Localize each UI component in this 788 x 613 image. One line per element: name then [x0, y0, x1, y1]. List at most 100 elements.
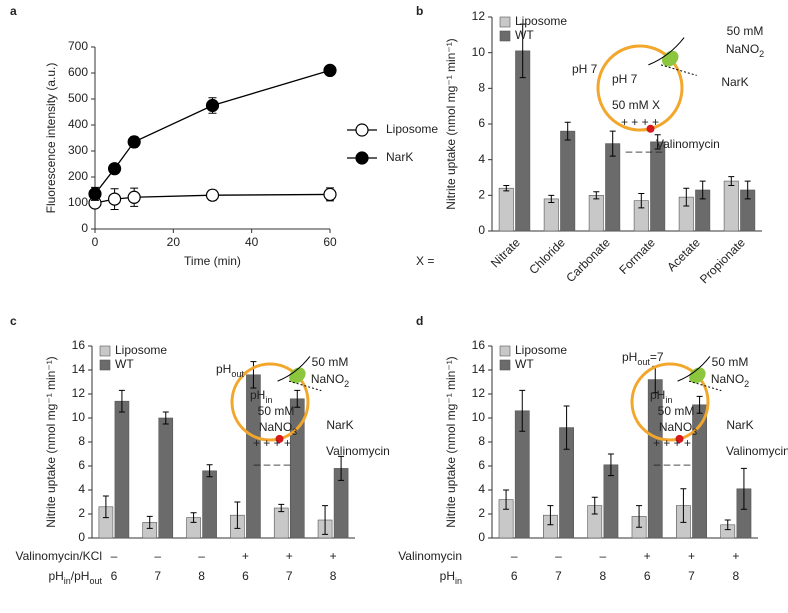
inset-label: pHin — [650, 388, 672, 405]
y-tick-label: 6 — [478, 458, 485, 472]
y-tick-label: 0 — [478, 223, 485, 237]
category-row-name-part: in — [455, 576, 462, 586]
error-bar — [724, 519, 731, 531]
category-row-label: 8 — [198, 569, 205, 583]
legend-label: NarK — [386, 150, 413, 164]
x-tick-label: Chloride — [526, 235, 568, 277]
marker — [127, 190, 141, 204]
y-tick-label: 10 — [72, 410, 86, 424]
error-bar — [519, 23, 526, 79]
legend-swatch — [499, 30, 511, 42]
inset-label-part: pH 7 — [612, 72, 638, 86]
y-tick-label: 700 — [68, 39, 88, 53]
inset-label-part: pH — [650, 388, 665, 402]
y-axis-label: Nitrite uptake (nmol mg⁻¹ min⁻¹) — [44, 356, 58, 527]
inset-label: Valinomycin — [326, 444, 390, 458]
bar — [498, 187, 514, 232]
inset-label: 50 mM — [712, 355, 749, 369]
category-row-label: – — [555, 549, 562, 563]
transport-arrow-out — [288, 380, 322, 392]
valinomycin-dot — [675, 434, 684, 443]
panel-label: a — [10, 4, 17, 18]
inset-label-part: 50 mM — [658, 404, 695, 418]
error-bar — [503, 185, 510, 192]
error-bar — [338, 455, 345, 481]
y-tick-label: 6 — [78, 458, 85, 472]
inset-label: – – – – — [626, 144, 663, 158]
legend-label: Liposome — [386, 122, 438, 136]
panel-label: d — [416, 314, 423, 328]
inset-label-part: pH — [622, 350, 637, 364]
error-bar — [206, 464, 213, 478]
category-row-name-part: pH — [440, 569, 455, 583]
nark-protein — [689, 367, 706, 384]
error-bar — [593, 191, 600, 200]
error-bar — [680, 488, 687, 523]
category-row-label: + — [330, 549, 337, 563]
error-bar — [699, 180, 706, 200]
inset-label-part: pH 7 — [572, 62, 598, 76]
inset-label: NarK — [726, 418, 753, 432]
y-tick-label: 16 — [472, 338, 486, 352]
category-row-name-part: Valinomycin/KCl — [16, 549, 102, 563]
legend-label: WT — [515, 28, 534, 42]
inset-label-part: – – – – — [626, 144, 663, 158]
y-axis-label: Nitrite uptake (nmol mg⁻¹ min⁻¹) — [444, 356, 458, 527]
category-row-name: pHin — [440, 569, 462, 586]
legend-label: WT — [515, 357, 534, 371]
inset-label-part: 50 mM — [258, 404, 295, 418]
bar — [605, 143, 621, 232]
inset-label: + + + + — [253, 436, 291, 450]
category-row-label: 6 — [111, 569, 118, 583]
bar — [273, 507, 289, 539]
error-bar — [250, 361, 257, 389]
y-tick-label: 400 — [68, 117, 88, 131]
inset-label-part: 2 — [744, 379, 749, 389]
inset-label: pHout — [216, 362, 244, 379]
inset-label-part: Valinomycin — [726, 444, 788, 458]
inset-label: NarK — [721, 75, 748, 89]
inset-label-part: out — [231, 369, 244, 379]
error-bar — [636, 505, 643, 528]
error-bar — [162, 411, 169, 425]
inset-label-part: pH — [216, 362, 231, 376]
error-bar — [519, 389, 526, 432]
legend-label: Liposome — [115, 343, 167, 357]
inset-label: 50 mM — [312, 355, 349, 369]
inset-label: 50 mM — [258, 404, 295, 418]
y-tick-label: 10 — [472, 410, 486, 424]
error-bar — [234, 501, 241, 529]
inset-label-part: NaNO — [311, 372, 344, 386]
legend-swatch — [499, 359, 511, 371]
inset-label-part: NaNO — [711, 372, 744, 386]
inset-label: Valinomycin — [726, 444, 788, 458]
inset-label: + + + + — [621, 115, 659, 129]
category-row-label: 7 — [555, 569, 562, 583]
inset-label: pHout=7 — [622, 350, 664, 367]
panel-label: b — [416, 4, 423, 18]
y-tick-label: 8 — [478, 81, 485, 95]
inset-label-part: + + + + — [253, 436, 291, 450]
category-row-name-part: pH — [48, 569, 63, 583]
error-bar — [683, 187, 690, 207]
inset-label-part: 50 mM — [727, 24, 764, 38]
marker — [323, 187, 337, 202]
error-bar — [503, 489, 510, 510]
error-bar — [278, 503, 285, 513]
y-tick-label: 6 — [478, 116, 485, 130]
error-bar — [563, 405, 570, 450]
category-row-label: + — [286, 549, 293, 563]
transport-arrow-out — [688, 380, 722, 392]
inset-label-part: NarK — [726, 418, 753, 432]
category-row-label: 8 — [732, 569, 739, 583]
inset-label: NarK — [326, 418, 353, 432]
inset-label: NaNO2 — [726, 42, 764, 59]
category-row-label: + — [644, 549, 651, 563]
y-tick-label: 2 — [478, 188, 485, 202]
bar — [202, 470, 217, 539]
marker — [127, 135, 141, 149]
category-row-label: – — [599, 549, 606, 563]
error-bar — [102, 495, 109, 519]
error-bar — [294, 389, 301, 408]
y-tick-label: 4 — [478, 482, 485, 496]
